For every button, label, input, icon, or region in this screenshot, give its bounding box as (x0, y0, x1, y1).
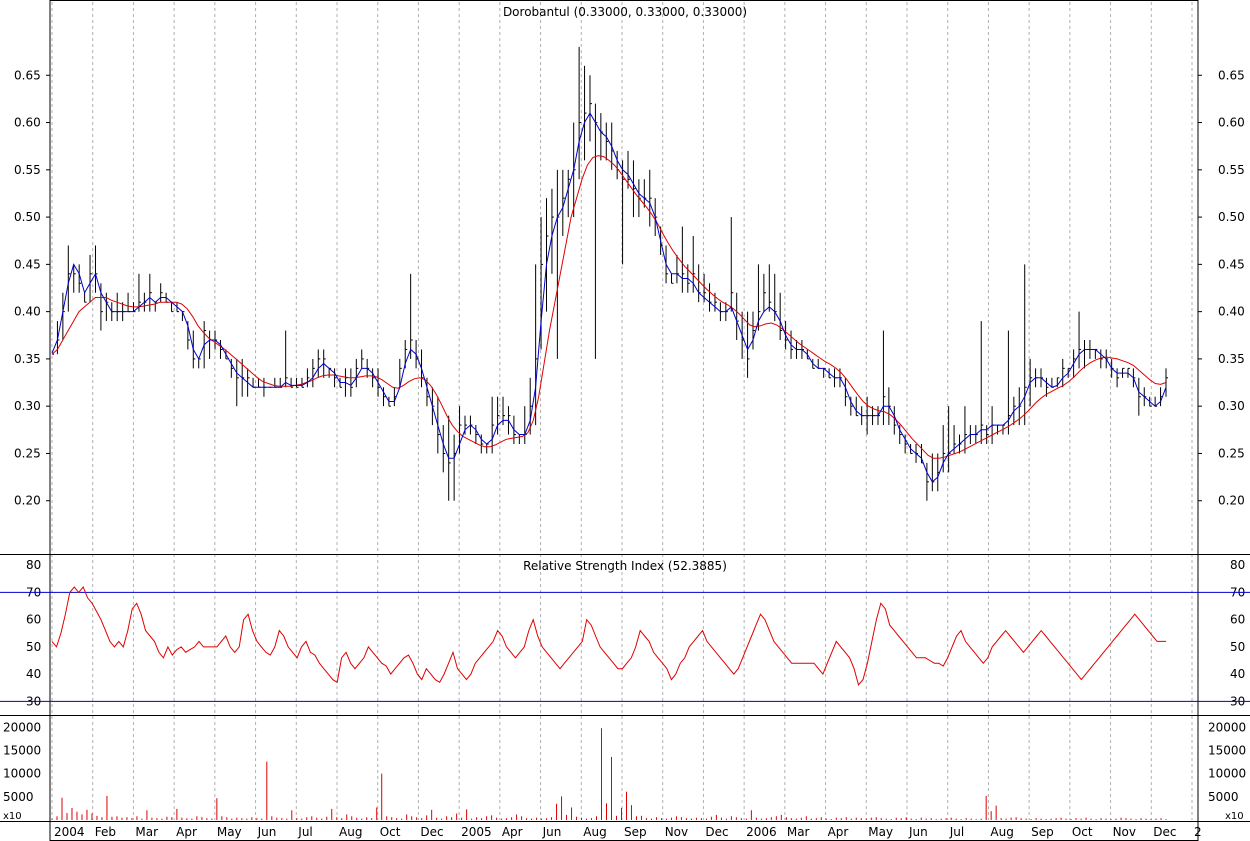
price-tick-label-right: 0.35 (1218, 352, 1245, 366)
date-label: Dec (1153, 825, 1176, 839)
date-label: Dec (420, 825, 443, 839)
rsi-tick-label-right: 50 (1230, 640, 1245, 654)
date-label: Aug (339, 825, 362, 839)
rsi-level-lines (0, 591, 1250, 702)
volume-tick-label-right: 5000 (1208, 790, 1239, 804)
price-tick-label-left: 0.30 (14, 399, 41, 413)
date-label: Apr (828, 825, 849, 839)
price-bars (52, 46, 1168, 501)
date-label: Aug (990, 825, 1013, 839)
volume-unit-label: x10 (3, 811, 22, 822)
price-tick-label-right: 0.50 (1218, 210, 1245, 224)
date-axis-labels: 2004 Feb Mar Apr May Jun Jul Aug Oct Dec 2005 Apr Ju… (54, 825, 1202, 839)
volume-tick-label-right: 10000 (1208, 767, 1246, 781)
date-label: Jul (297, 825, 312, 839)
volume-axis-ticks: 5000 5000 10000 10000 15000 15000 20000 20000 (3, 720, 1246, 804)
volume-tick-label-right: 15000 (1208, 743, 1246, 757)
date-label: 2006 (746, 825, 777, 839)
price-tick-label-right: 0.45 (1218, 257, 1245, 271)
date-label: Nov (665, 825, 688, 839)
price-tick-label-left: 0.20 (14, 494, 41, 508)
price-axis-ticks: 0.20 0.20 0.25 0.25 0.30 0.30 0.35 0.35 0.40 0.40… (14, 68, 1245, 507)
volume-bars (51, 728, 1167, 820)
date-label: 2 (1194, 825, 1202, 839)
date-label: 2005 (461, 825, 492, 839)
date-label: Aug (583, 825, 606, 839)
price-tick-label-right: 0.25 (1218, 446, 1245, 460)
date-label: Apr (176, 825, 197, 839)
date-label: Sep (624, 825, 647, 839)
date-label: Oct (1072, 825, 1093, 839)
rsi-tick-label-right: 60 (1230, 613, 1245, 627)
price-tick-label-right: 0.55 (1218, 163, 1245, 177)
price-tick-label-left: 0.25 (14, 446, 41, 460)
price-tick-label-left: 0.45 (14, 257, 41, 271)
price-chart-title: Dorobantul (0.33000, 0.33000, 0.33000) (503, 5, 747, 19)
date-label: Jul (949, 825, 964, 839)
volume-tick-label-left: 15000 (3, 743, 41, 757)
date-label: Nov (1113, 825, 1136, 839)
chart-frame (49, 0, 1199, 841)
rsi-tick-label-right: 80 (1230, 558, 1245, 572)
vertical-grid (51, 2, 1193, 820)
price-tick-label-left: 0.65 (14, 68, 41, 82)
date-label: Jun (542, 825, 562, 839)
price-tick-label-left: 0.50 (14, 210, 41, 224)
date-label: Mar (135, 825, 158, 839)
rsi-chart-title: Relative Strength Index (52.3885) (523, 559, 727, 573)
price-tick-label-right: 0.20 (1218, 494, 1245, 508)
rsi-tick-label-left: 50 (26, 640, 41, 654)
fast-moving-average-line (51, 112, 1167, 483)
volume-tick-label-left: 20000 (3, 720, 41, 734)
rsi-tick-label-left: 40 (26, 667, 41, 681)
date-label: Dec (705, 825, 728, 839)
date-label: Mar (787, 825, 810, 839)
price-tick-label-left: 0.35 (14, 352, 41, 366)
price-tick-label-left: 0.40 (14, 305, 41, 319)
price-tick-label-right: 0.60 (1218, 116, 1245, 130)
rsi-tick-label-left: 60 (26, 613, 41, 627)
date-label: Oct (380, 825, 401, 839)
rsi-tick-label-left: 80 (26, 558, 41, 572)
date-label: Apr (502, 825, 523, 839)
volume-tick-label-left: 5000 (3, 790, 34, 804)
date-label: Jun (257, 825, 277, 839)
rsi-line (51, 586, 1166, 687)
price-tick-label-right: 0.30 (1218, 399, 1245, 413)
slow-moving-average-line (51, 155, 1167, 459)
date-label: Sep (1031, 825, 1054, 839)
volume-tick-label-right: 20000 (1208, 720, 1246, 734)
date-label: Jun (908, 825, 928, 839)
price-tick-label-right: 0.65 (1218, 68, 1245, 82)
price-tick-label-left: 0.60 (14, 116, 41, 130)
date-label: May (217, 825, 242, 839)
price-tick-label-left: 0.55 (14, 163, 41, 177)
date-label: Feb (95, 825, 116, 839)
price-tick-label-right: 0.40 (1218, 305, 1245, 319)
rsi-tick-label-right: 40 (1230, 667, 1245, 681)
volume-unit-label-right: x10 (1225, 811, 1244, 822)
date-label: May (868, 825, 893, 839)
volume-tick-label-left: 10000 (3, 767, 41, 781)
date-label: 2004 (54, 825, 85, 839)
